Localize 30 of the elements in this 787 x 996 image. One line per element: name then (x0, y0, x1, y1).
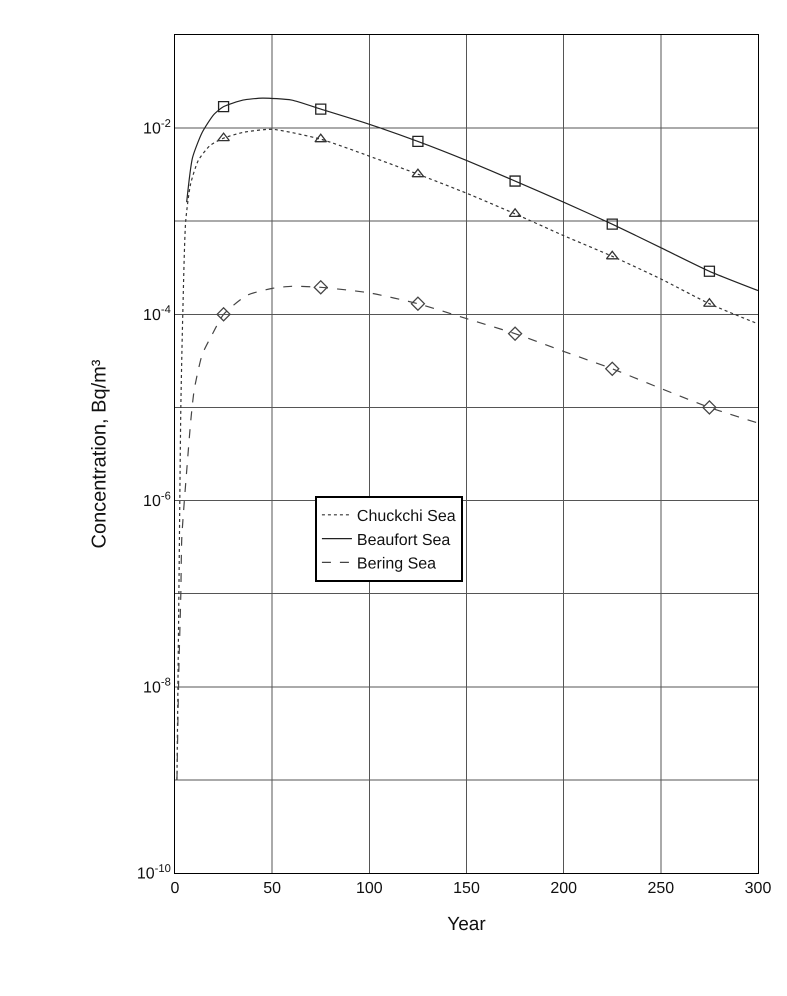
x-tick-label: 100 (356, 880, 383, 898)
y-tick-label: 10$^{-10}$ (136, 862, 171, 883)
x-tick-label: 300 (744, 880, 772, 898)
point (315, 103, 326, 115)
point (412, 136, 424, 148)
line-series (186, 98, 758, 292)
y-tick-label: 10$^{-8}$ (143, 676, 171, 696)
y-tick-label: 10$^{-2}$ (143, 118, 171, 138)
legend-label: Chuckchi Sea (356, 508, 456, 526)
point (702, 400, 717, 415)
point (508, 326, 522, 341)
x-tick-label: 0 (170, 880, 180, 898)
legend-label: Bering Sea (356, 556, 436, 573)
point (704, 266, 716, 277)
point (605, 362, 620, 376)
y-tick-label: 10$^{-4}$ (143, 304, 171, 324)
point (509, 175, 521, 187)
point (606, 218, 618, 230)
point (314, 280, 328, 294)
x-axis-title: Year (447, 914, 486, 935)
x-tick-label: 250 (647, 880, 674, 898)
legend-label: Beaufort Sea (356, 532, 450, 549)
point (216, 307, 231, 322)
point (410, 296, 426, 311)
x-tick-label: 50 (263, 880, 282, 898)
x-tick-label: 150 (453, 880, 480, 898)
y-axis-title: Concentration, Bq/m³ (88, 359, 110, 548)
x-tick-label: 200 (550, 880, 578, 898)
point (218, 101, 230, 112)
y-tick-label: 10$^{-6}$ (143, 490, 171, 510)
